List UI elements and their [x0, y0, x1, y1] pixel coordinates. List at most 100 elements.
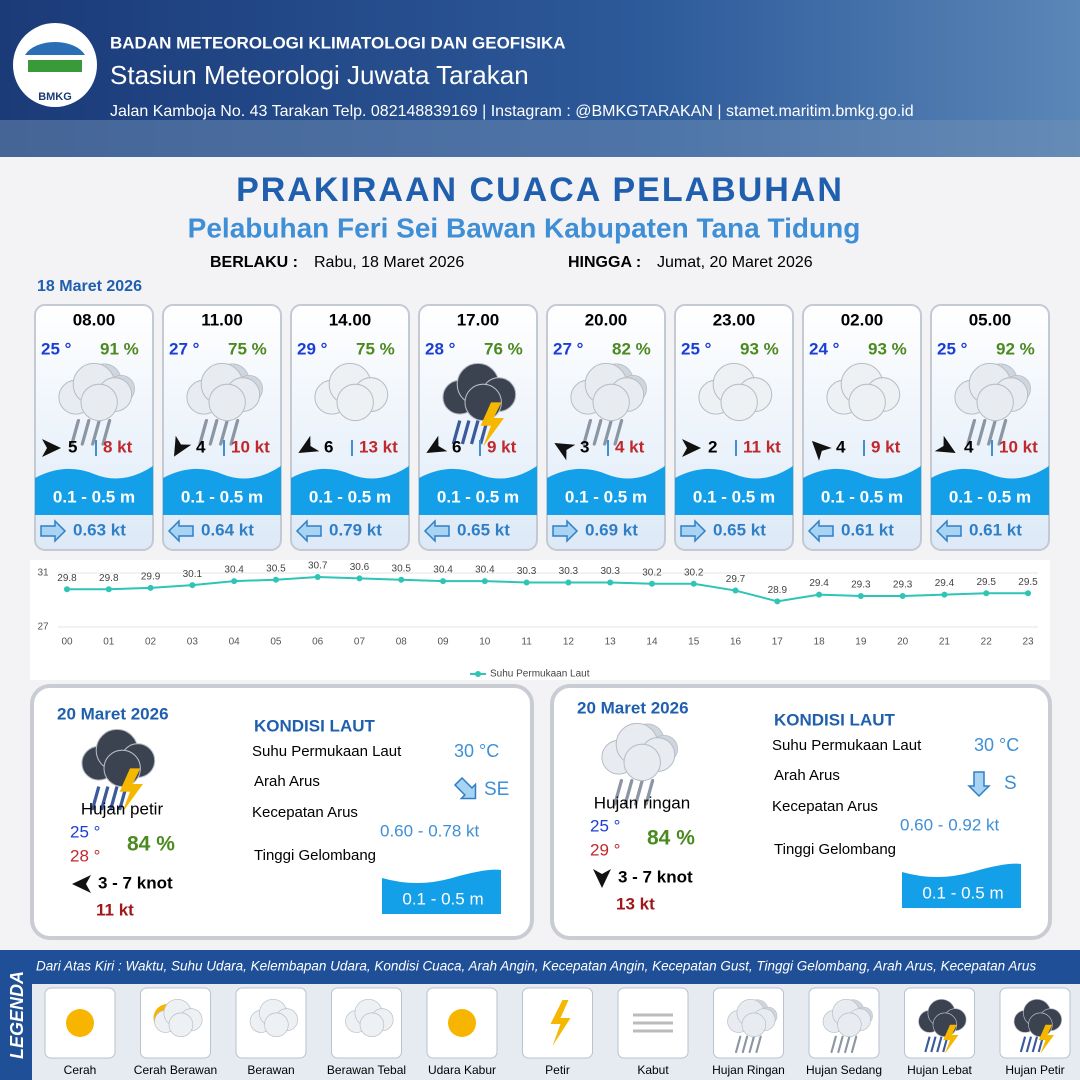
cloud-icon	[570, 362, 645, 422]
rain-drop	[99, 786, 110, 811]
data-label: 29.3	[851, 580, 871, 591]
time: 20.00	[585, 310, 628, 329]
sst-point	[147, 584, 154, 591]
rain-drop	[997, 418, 1008, 446]
cloud-puff	[720, 383, 758, 422]
day1-label: 18 Maret 2026	[37, 278, 142, 295]
day-date: 20 Maret 2026	[577, 698, 689, 717]
temperature: 25 °	[937, 339, 968, 358]
x-tick-label: 19	[855, 637, 867, 648]
data-label: 30.6	[350, 562, 370, 573]
gust: 10 kt	[231, 437, 270, 456]
bolt	[480, 402, 504, 447]
rain-drop	[460, 420, 471, 445]
gust: 13 kt	[359, 437, 398, 456]
from: Rabu, 18 Maret 2026	[314, 254, 464, 271]
cloud-icon	[154, 998, 203, 1038]
humidity: 84 %	[127, 833, 175, 856]
sst-point	[732, 587, 739, 594]
sst-point	[941, 591, 948, 598]
rain-icon	[582, 418, 624, 446]
temperature: 25 °	[681, 339, 712, 358]
rain-drop	[208, 418, 219, 446]
wind-arrow	[174, 435, 192, 457]
y-tick-label: 31	[37, 568, 49, 579]
humidity: 91 %	[100, 339, 139, 358]
data-label: 29.8	[57, 573, 77, 584]
current-arrow	[807, 519, 834, 543]
cloud-puff	[264, 1012, 289, 1038]
rain-drop	[966, 418, 977, 446]
x-tick-label: 21	[939, 637, 951, 648]
wave-height: 0.1 - 0.5 m	[402, 889, 483, 908]
condition: Hujan ringan	[594, 793, 690, 812]
wave-height: 0.1 - 0.5 m	[949, 487, 1031, 506]
temp-max: 29 °	[590, 840, 620, 859]
data-label: 30.5	[392, 563, 412, 574]
header-deck	[0, 120, 1080, 157]
x-tick-label: 05	[270, 637, 282, 648]
cloud-puff	[741, 1012, 767, 1038]
legend-item: Hujan Petir	[1005, 1063, 1064, 1077]
rain-drop	[469, 420, 480, 445]
wind-arrow	[554, 443, 576, 461]
data-label: 29.4	[809, 578, 829, 589]
cloud-icon	[186, 362, 261, 422]
data-label: 30.4	[433, 565, 453, 576]
rain-drop	[623, 778, 634, 806]
cloud-icon	[249, 998, 298, 1038]
current-speed: 0.63 kt	[73, 520, 126, 539]
label: Kecepatan Arus	[252, 804, 358, 821]
rain-drop	[924, 1036, 931, 1053]
current-speed: 0.64 kt	[201, 520, 254, 539]
data-label: 30.2	[642, 567, 662, 578]
x-tick-label: 18	[814, 637, 826, 648]
sst-line	[67, 576, 1028, 603]
data-label: 30.1	[183, 569, 203, 580]
humidity: 93 %	[740, 339, 779, 358]
wave	[675, 466, 793, 515]
sst-point	[857, 592, 864, 599]
time: 11.00	[201, 310, 243, 329]
cloud-puff	[976, 383, 1014, 422]
sst-point	[899, 592, 906, 599]
rain-drop	[90, 786, 101, 811]
legend-title: LEGENDA	[7, 971, 27, 1059]
rain-drop	[1019, 1036, 1027, 1053]
cloud-icon	[822, 998, 871, 1038]
current-speed: 0.61 kt	[969, 520, 1022, 539]
sst-point	[440, 578, 447, 585]
sst-point	[648, 580, 655, 587]
data-label: 29.5	[976, 577, 996, 588]
cloud-puff	[837, 1012, 862, 1038]
current-speed: 0.65 kt	[713, 520, 766, 539]
wave-height: 0.1 - 0.5 m	[53, 487, 135, 506]
cloud-icon	[727, 998, 776, 1038]
from-label: BERLAKU :	[210, 254, 298, 271]
data-label: 29.8	[99, 573, 119, 584]
data-label: 30.3	[600, 566, 620, 577]
sst-point	[481, 578, 488, 585]
label: Kecepatan Arus	[772, 798, 878, 815]
time: 02.00	[841, 310, 884, 329]
rain-drop	[830, 1035, 837, 1054]
data-label: 30.4	[224, 565, 244, 576]
wave	[803, 466, 921, 515]
wave	[931, 466, 1049, 515]
current-arrow	[935, 519, 962, 543]
rain-icon	[966, 418, 1008, 446]
rain-drop	[80, 418, 91, 446]
x-tick-label: 07	[354, 637, 366, 648]
legend-item: Hujan Ringan	[712, 1063, 785, 1077]
time: 14.00	[329, 310, 372, 329]
bolt	[1038, 1024, 1054, 1054]
day-panel	[30, 684, 534, 940]
temperature: 27 °	[169, 339, 200, 358]
wind-speed: 4	[836, 437, 846, 456]
rain-drop	[613, 418, 624, 446]
rain-drop	[755, 1035, 762, 1054]
sun	[66, 1009, 94, 1037]
x-tick-label: 04	[229, 637, 241, 648]
cloud-icon	[954, 362, 1029, 422]
